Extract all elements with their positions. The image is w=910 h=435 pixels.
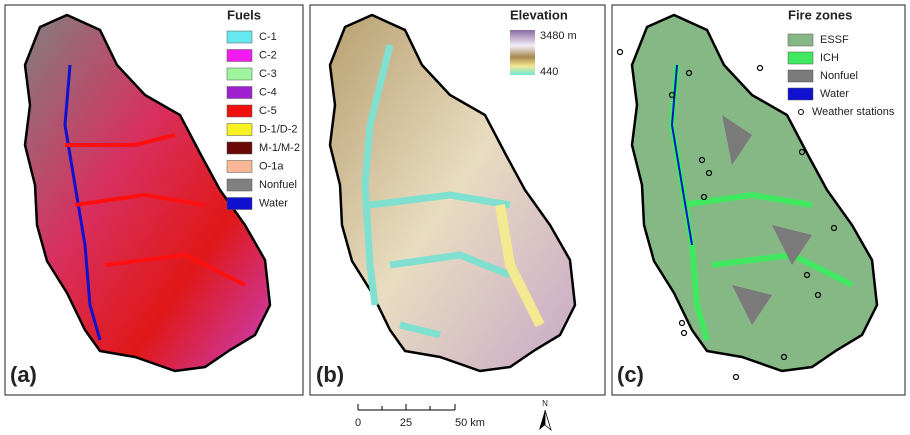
legend-item: O-1a	[259, 160, 284, 172]
legend-item: C-4	[259, 86, 277, 98]
legend-item: Water	[820, 88, 849, 100]
panel-label: (b)	[316, 362, 344, 387]
legend-swatch	[226, 104, 253, 118]
legend-item: C-5	[259, 105, 277, 117]
legend-item: Water	[259, 197, 288, 209]
legend-title: Fuels	[227, 7, 261, 22]
legend-item: ICH	[820, 52, 839, 64]
legend-swatch	[787, 51, 814, 65]
legend-swatch	[226, 67, 253, 81]
panel-label: (a)	[10, 362, 37, 387]
legend-swatch	[226, 30, 253, 44]
legend-item: Weather stations	[812, 106, 895, 118]
legend-item: M-1/M-2	[259, 142, 300, 154]
scale-label: 25	[400, 417, 412, 429]
legend-swatch	[226, 86, 253, 99]
legend-item: C-2	[259, 49, 277, 61]
north-arrow	[544, 409, 552, 432]
map-elevation	[328, 13, 577, 373]
north-arrow	[539, 410, 545, 430]
legend-swatch	[226, 197, 253, 210]
map-fuels	[23, 13, 272, 373]
scale-bar	[357, 404, 456, 411]
legend-low: 440	[540, 66, 558, 78]
legend-item: D-1/D-2	[259, 123, 298, 135]
legend-swatch	[226, 123, 253, 136]
legend-item: C-1	[259, 31, 277, 43]
legend-swatch	[226, 178, 253, 192]
legend-high: 3480 m	[540, 30, 577, 42]
scale-label: 50 km	[455, 417, 485, 429]
legend-item: ESSF	[820, 34, 849, 46]
legend-item: C-3	[259, 68, 277, 80]
legend-item: Nonfuel	[259, 179, 297, 191]
legend-title: Fire zones	[788, 7, 852, 22]
elevation-ramp	[510, 30, 535, 75]
station-symbol	[798, 109, 804, 115]
legend-swatch	[787, 69, 814, 83]
legend-item: Nonfuel	[820, 70, 858, 82]
legend-swatch	[787, 33, 814, 47]
panel-label: (c)	[617, 362, 644, 387]
scale-label: 0	[355, 417, 361, 429]
map-fire-zones	[616, 13, 879, 381]
legend-title: Elevation	[510, 7, 568, 22]
legend-swatch	[226, 141, 253, 155]
legend-swatch	[226, 49, 253, 62]
legend-swatch	[787, 87, 814, 101]
north-label: N	[542, 399, 548, 408]
legend-swatch	[226, 160, 253, 173]
